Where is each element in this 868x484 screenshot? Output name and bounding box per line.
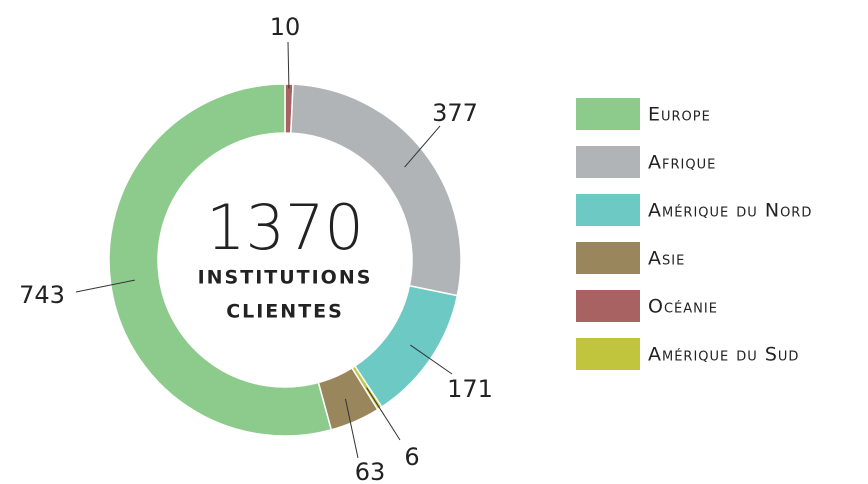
data-label: 743	[19, 281, 65, 309]
center-label: INSTITUTIONS	[198, 267, 373, 289]
center-total: 1370	[206, 191, 364, 264]
leader-line	[404, 125, 441, 168]
legend-label: Europe	[648, 104, 711, 126]
legend-label: Afrique	[648, 152, 716, 174]
legend-swatch	[576, 290, 640, 322]
legend-swatch	[576, 338, 640, 370]
legend-label: Océanie	[648, 296, 718, 318]
donut-slice	[108, 83, 333, 437]
legend-label: Amérique du Sud	[648, 344, 799, 366]
data-label: 171	[447, 375, 493, 403]
leader-line	[75, 279, 135, 293]
data-label: 63	[355, 458, 386, 484]
leader-line	[410, 344, 453, 375]
leader-line	[366, 387, 401, 441]
data-label: 10	[270, 13, 301, 41]
legend-label: Asie	[648, 248, 685, 270]
leader-line	[344, 398, 359, 459]
legend-label: Amérique du Nord	[648, 200, 812, 222]
leader-line	[287, 41, 290, 89]
legend-swatch	[576, 146, 640, 178]
data-label: 6	[404, 443, 419, 471]
center-label: CLIENTES	[226, 301, 344, 323]
legend-swatch	[576, 242, 640, 274]
legend-swatch	[576, 98, 640, 130]
data-label: 377	[432, 99, 478, 127]
legend-swatch	[576, 194, 640, 226]
